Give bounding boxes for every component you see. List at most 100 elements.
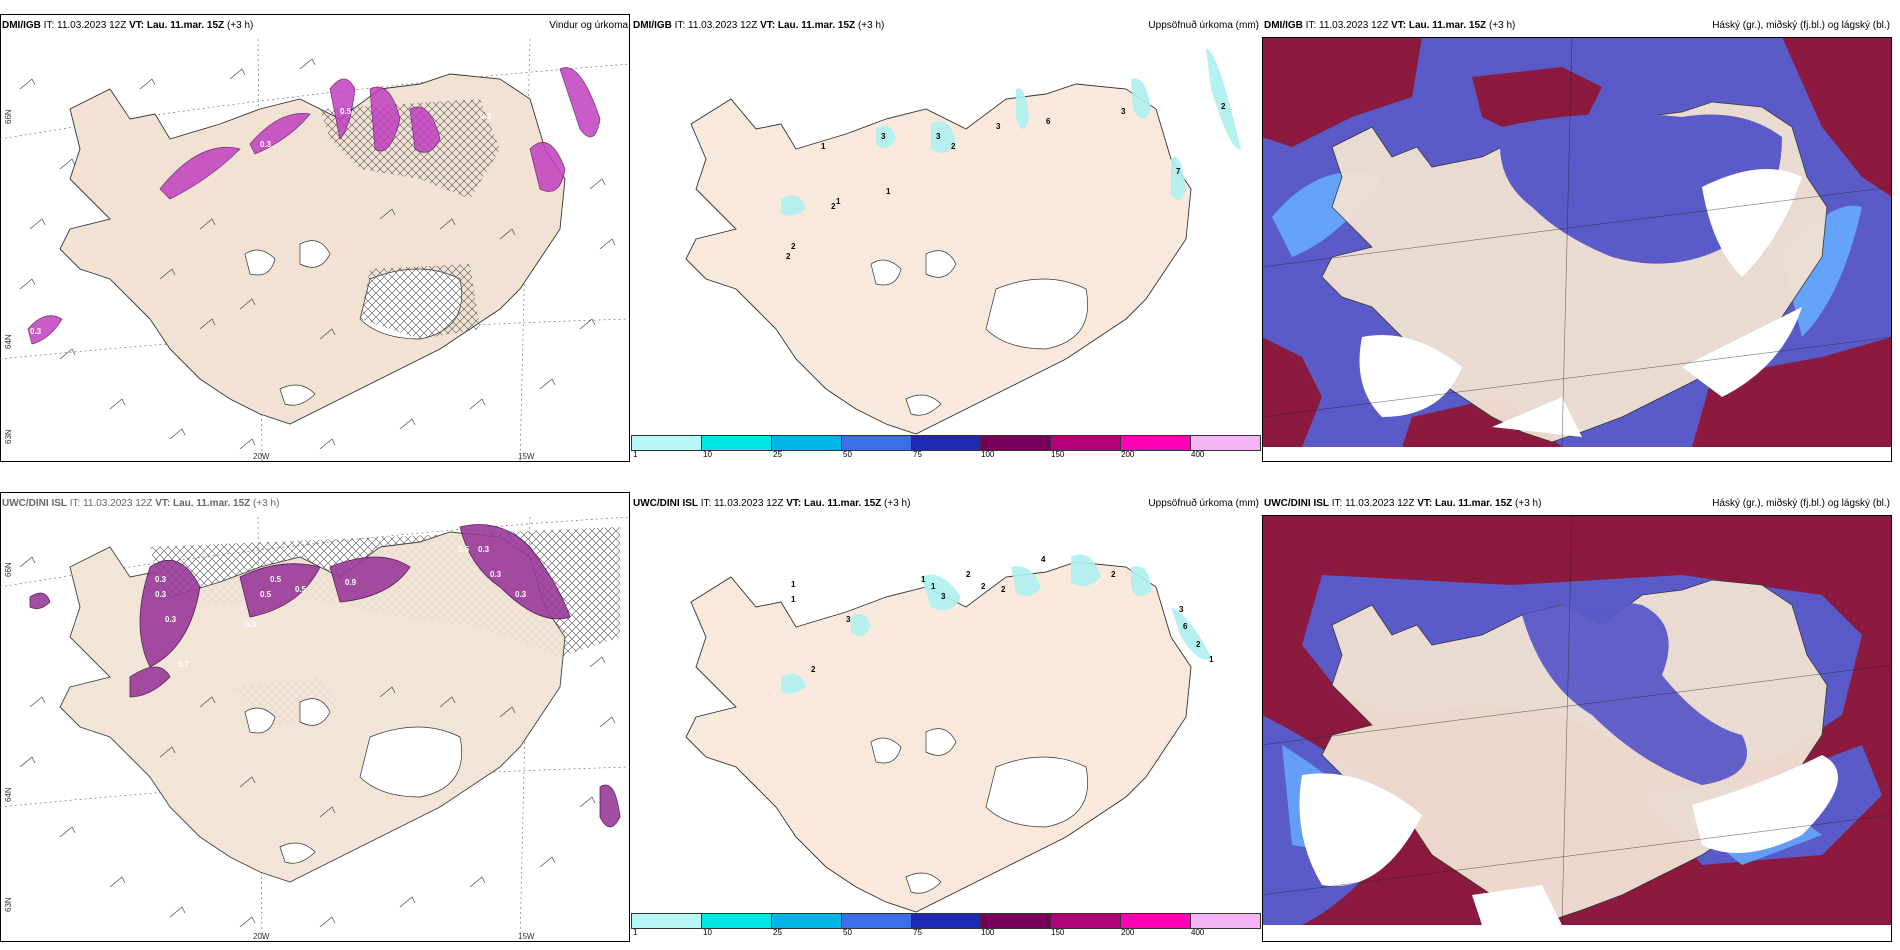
colorbar-cell: [632, 914, 702, 928]
wind-precip-map: 0.5 0.3 0.3 0.5 0.5 0.3 0.3 0.7 0.9 0.3 …: [0, 517, 630, 940]
colorbar-cell: [841, 436, 912, 450]
product-name: Háský (gr.), miðský (fj.bl.) og lágský (…: [1712, 20, 1890, 31]
precip-label: 0.3: [30, 327, 42, 336]
colorbar-cell: [1191, 914, 1261, 928]
valid-label: VT:: [155, 498, 171, 509]
snow-hatch: [320, 99, 500, 339]
precip-areas: [781, 48, 1241, 216]
panel-header: DMI/IGB IT: 11.03.2023 12Z VT: Lau. 11.m…: [0, 14, 630, 38]
lead-time: (+3 h): [857, 20, 885, 31]
precip-label: 0.3: [155, 575, 167, 584]
contour-label: 1: [836, 197, 841, 206]
colorbar-label: 50: [843, 928, 852, 937]
product-name: Uppsöfnuð úrkoma (mm): [1148, 498, 1259, 509]
colorbar-label: 10: [703, 450, 712, 459]
colorbar-cell: [981, 914, 1052, 928]
precip-label: 0.5: [458, 545, 470, 554]
colorbar-cell: [1051, 436, 1122, 450]
panel-header: DMI/IGB IT: 11.03.2023 12Z VT: Lau. 11.m…: [1262, 14, 1892, 38]
mid-cloud-over-land: [1500, 113, 1782, 264]
contour-label: 1: [791, 580, 796, 589]
contour-label: 3: [941, 592, 946, 601]
accumulated-precip-map: 1 1 3 1 1 3 2 2 2 4 2 3 6 2 1 2: [685, 554, 1214, 913]
lat-label-64n: 64N: [4, 787, 13, 802]
colorbar-label: 150: [1051, 450, 1065, 459]
contour-label: 2: [966, 570, 971, 579]
wind-precip-map: 0.3 0.3 0.5 0.3 0.3: [0, 39, 630, 462]
contour-label: 2: [981, 582, 986, 591]
contour-label: 3: [1179, 605, 1184, 614]
precip-label: 0.5: [270, 575, 282, 584]
contour-label: 3: [846, 615, 851, 624]
valid-time: Lau. 11.mar. 15Z: [146, 20, 225, 31]
colorbar-label: 25: [773, 928, 782, 937]
colorbar-cell: [841, 914, 912, 928]
cloud-cover-map: [1262, 515, 1892, 926]
lead-time: (+3 h): [253, 498, 280, 509]
contour-label: 1: [921, 575, 926, 584]
model-name: DMI/IGB: [633, 20, 672, 31]
contour-label: 3: [1121, 107, 1126, 116]
colorbar-cell: [911, 436, 982, 450]
lon-label-15w: 15W: [518, 452, 535, 461]
precip-label: 0.3: [155, 590, 167, 599]
panel-bottom-precip: UWC/DINI ISL IT: 11.03.2023 12Z VT: Lau.…: [631, 492, 1261, 942]
contour-label: 2: [811, 665, 816, 674]
lat-label-63n: 63N: [4, 429, 13, 444]
contour-label: 2: [951, 142, 956, 151]
contour-label: 6: [1183, 622, 1188, 631]
colorbar-cell: [771, 914, 842, 928]
colorbar-label: 1: [633, 928, 638, 937]
colorbar-labels: 1 10 25 50 75 100 150 200 400: [631, 928, 1261, 938]
contour-label: 1: [791, 595, 796, 604]
precip-colorbar: 1 10 25 50 75 100 150 200 400: [631, 435, 1261, 460]
precip-colorbar: 1 10 25 50 75 100 150 200 400: [631, 913, 1261, 938]
panel-top-cloud: DMI/IGB IT: 11.03.2023 12Z VT: Lau. 11.m…: [1262, 14, 1892, 462]
wind-barbs: [19, 58, 616, 450]
init-time: IT: 11.03.2023 12Z: [674, 20, 758, 31]
colorbar-cell: [1121, 914, 1192, 928]
lat-label-64n: 64N: [4, 334, 13, 349]
colorbar-labels: 1 10 25 50 75 100 150 200 400: [631, 450, 1261, 460]
precip-label: 0.3: [245, 620, 257, 629]
colorbar-cell: [632, 436, 702, 450]
colorbar-label: 200: [1121, 928, 1135, 937]
panel-header: UWC/DINI ISL IT: 11.03.2023 12Z VT: Lau.…: [1262, 492, 1892, 516]
precip-label: 0.3: [260, 140, 272, 149]
model-name: DMI/IGB: [2, 20, 41, 31]
product-name: Vindur og úrkoma: [549, 20, 628, 31]
model-name: UWC/DINI ISL: [633, 498, 698, 509]
panel-header: UWC/DINI ISL IT: 11.03.2023 12Z VT: Lau.…: [631, 492, 1261, 516]
contour-label: 3: [881, 132, 886, 141]
contour-label: 2: [1196, 640, 1201, 649]
colorbar-cell: [771, 436, 842, 450]
contour-label: 4: [1041, 555, 1046, 564]
contour-label: 7: [1176, 167, 1181, 176]
colorbar-label: 400: [1191, 450, 1205, 459]
lat-label-66n: 66N: [4, 562, 13, 577]
contour-label: 1: [1209, 655, 1214, 664]
colorbar-cell: [981, 436, 1052, 450]
lat-label-66n: 66N: [4, 109, 13, 124]
valid-label: VT:: [760, 20, 776, 31]
valid-time: Lau. 11.mar. 15Z: [1435, 498, 1513, 509]
colorbar-cells: [631, 913, 1261, 929]
contour-label: 2: [786, 252, 791, 261]
colorbar-cell: [1191, 436, 1261, 450]
colorbar-label: 75: [913, 928, 922, 937]
colorbar-cells: [631, 435, 1261, 451]
precip-label: 0.7: [178, 660, 190, 669]
contour-label: 3: [996, 122, 1001, 131]
precip-label: 0.3: [490, 570, 502, 579]
precip-label: 0.3: [165, 114, 177, 123]
precip-label: 0.3: [480, 112, 492, 121]
contour-label: 2: [831, 202, 836, 211]
clear-areas: [1359, 169, 1802, 437]
model-name: UWC/DINI ISL: [2, 498, 67, 509]
colorbar-label: 1: [633, 450, 638, 459]
colorbar-cell: [701, 914, 772, 928]
colorbar-cell: [911, 914, 982, 928]
colorbar-label: 100: [981, 450, 995, 459]
contour-label: 2: [1001, 585, 1006, 594]
colorbar-label: 400: [1191, 928, 1205, 937]
